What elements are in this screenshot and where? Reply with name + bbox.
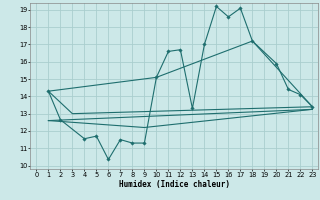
X-axis label: Humidex (Indice chaleur): Humidex (Indice chaleur) bbox=[119, 180, 230, 189]
